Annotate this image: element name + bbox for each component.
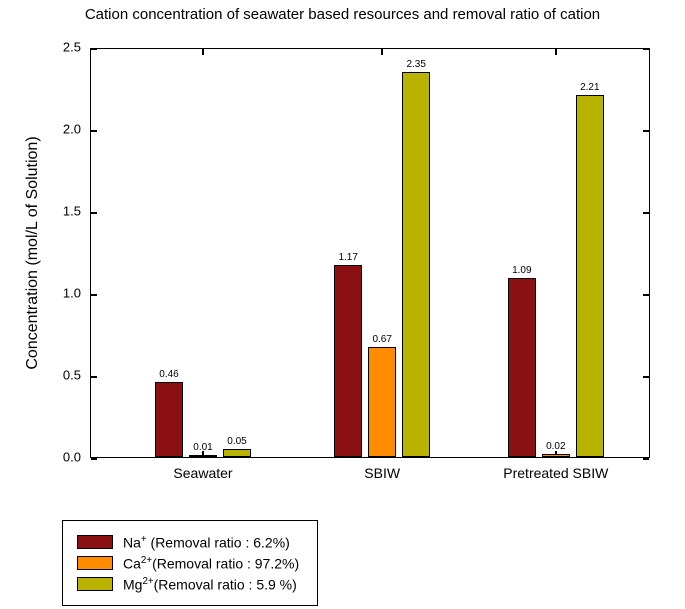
bar-mg [576,95,604,457]
y-tick [643,212,649,214]
bar-na [334,265,362,457]
bar-na [508,278,536,457]
bar-value-label: 2.35 [406,59,425,70]
y-tick [91,294,97,296]
chart-title: Cation concentration of seawater based r… [0,6,685,23]
y-tick [643,48,649,50]
bar-value-label: 1.09 [512,265,531,276]
legend-label: Na+ (Removal ratio : 6.2%) [123,534,290,551]
y-tick [643,376,649,378]
y-tick [91,212,97,214]
y-tick [643,458,649,460]
legend-swatch [77,535,113,549]
bar-mg [223,449,251,457]
y-tick [91,48,97,50]
bar-mg [402,72,430,457]
bar-na [155,382,183,457]
legend-swatch [77,556,113,570]
legend-swatch [77,577,113,591]
y-tick [91,458,97,460]
bar-value-label: 2.21 [580,82,599,93]
legend-item: Na+ (Removal ratio : 6.2%) [77,532,299,552]
legend-label: Mg2+(Removal ratio : 5.9 %) [123,576,297,593]
bar-ca [368,347,396,457]
legend-label: Ca2+(Removal ratio : 97.2%) [123,555,299,572]
y-tick-label: 2.0 [63,122,91,137]
y-tick-label: 0.0 [63,450,91,465]
bar-value-label: 0.01 [193,442,212,453]
y-tick-label: 0.5 [63,368,91,383]
bar-value-label: 0.67 [372,334,391,345]
x-tick [555,49,557,55]
y-tick-label: 1.5 [63,204,91,219]
x-tick-label: SBIW [364,457,400,481]
x-tick [202,49,204,55]
bar-ca [542,454,570,457]
y-tick-label: 2.5 [63,40,91,55]
legend: Na+ (Removal ratio : 6.2%) Ca2+(Removal r… [62,520,318,606]
y-tick [91,376,97,378]
bar-value-label: 0.05 [227,436,246,447]
bar-value-label: 1.17 [338,252,357,263]
y-axis-label: Concentration (mol/L of Solution) [24,48,42,458]
y-tick-label: 1.0 [63,286,91,301]
y-tick [643,294,649,296]
legend-item: Mg2+(Removal ratio : 5.9 %) [77,574,299,594]
x-tick-label: Pretreated SBIW [503,457,608,481]
x-tick-label: Seawater [173,457,232,481]
x-tick [381,49,383,55]
figure-container: Cation concentration of seawater based r… [0,0,685,609]
y-tick [91,130,97,132]
y-tick [643,130,649,132]
bar-value-label: 0.02 [546,441,565,452]
bar-ca [189,455,217,457]
legend-item: Ca2+(Removal ratio : 97.2%) [77,553,299,573]
bar-value-label: 0.46 [159,369,178,380]
chart-area: 0.00.51.01.52.02.5Seawater0.460.010.05SB… [90,48,650,458]
plot-area: 0.00.51.01.52.02.5Seawater0.460.010.05SB… [90,48,650,458]
